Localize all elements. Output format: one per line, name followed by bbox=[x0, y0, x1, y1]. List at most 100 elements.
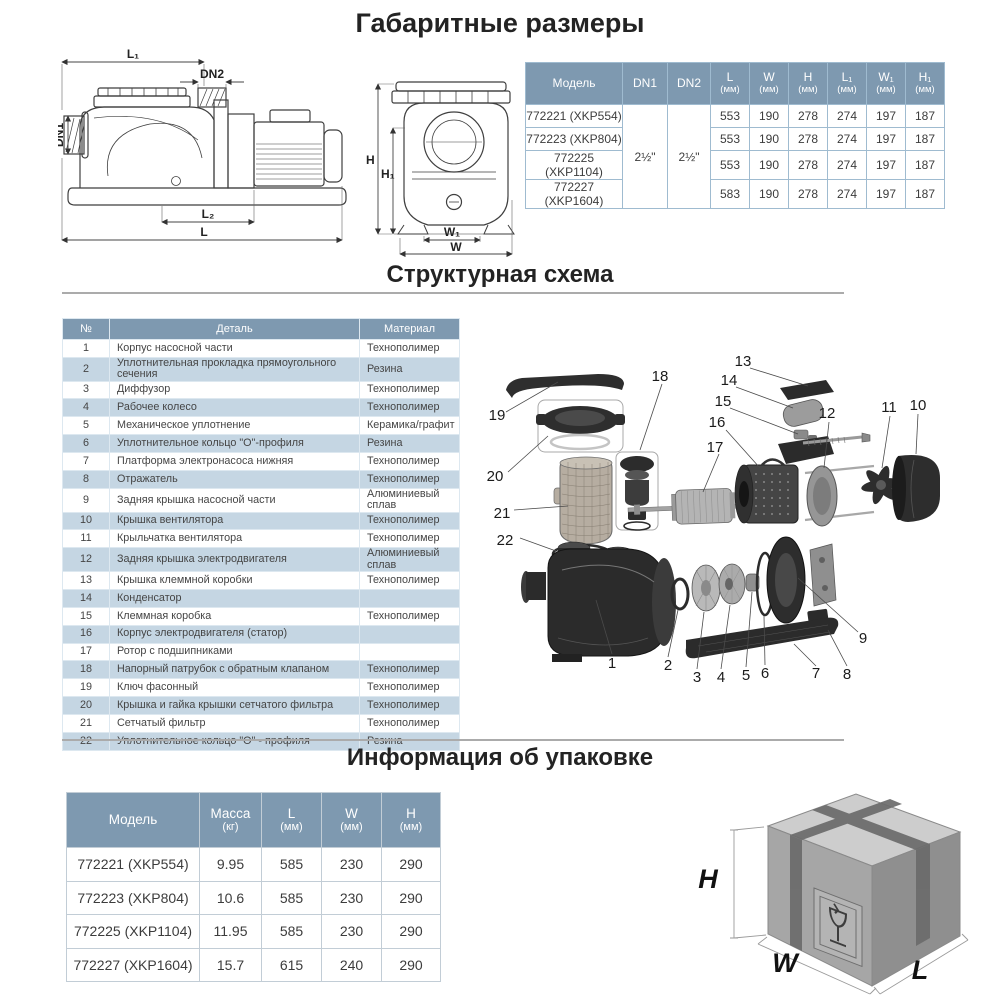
cell-l: 553 bbox=[710, 104, 750, 128]
cell-name: Сетчатый фильтр bbox=[109, 714, 360, 733]
cell-model: 772227 (XKP1604) bbox=[66, 947, 200, 982]
callout-11: 11 bbox=[881, 399, 897, 416]
cell-name: Корпус насосной части bbox=[109, 339, 360, 358]
cell-name: Крышка клеммной коробки bbox=[109, 570, 360, 590]
base-platform-part bbox=[685, 608, 839, 659]
capacitor-part bbox=[782, 399, 824, 427]
cell-material: Алюминиевый сплав bbox=[359, 547, 460, 572]
section-title-dimensions: Габаритные размеры bbox=[355, 8, 645, 38]
column-header-l1: L₁ (мм) bbox=[827, 62, 867, 105]
fan-cover-part bbox=[892, 454, 940, 522]
cell-h: 278 bbox=[788, 150, 828, 180]
check-valve-part bbox=[615, 451, 659, 531]
pump-side-outline bbox=[63, 87, 347, 206]
cell-w: 190 bbox=[749, 150, 789, 180]
cell-l: 583 bbox=[710, 179, 750, 209]
callout-22: 22 bbox=[497, 532, 514, 549]
table-row: 19 Ключ фасонный Технополимер bbox=[62, 678, 460, 698]
pump-housing-part bbox=[521, 541, 676, 662]
cell-num: 17 bbox=[62, 642, 110, 662]
cell-num: 10 bbox=[62, 511, 110, 531]
cell-model: 772221 (XKP554) bbox=[66, 847, 200, 882]
dim-label-dn2: DN2 bbox=[200, 67, 224, 81]
box-dim-h: H bbox=[698, 864, 718, 894]
cell-mass: 11.95 bbox=[199, 914, 262, 949]
cell-num: 5 bbox=[62, 416, 110, 436]
packaging-box-drawing: H W L bbox=[698, 793, 969, 995]
table-row: 21 Сетчатый фильтр Технополимер bbox=[62, 714, 460, 733]
callout-5: 5 bbox=[742, 667, 750, 684]
cell-l1: 274 bbox=[827, 150, 867, 180]
cell-name: Крыльчатка вентилятора bbox=[109, 529, 360, 549]
cell-material: Технополимер bbox=[359, 606, 460, 626]
table-row: 14 Конденсатор bbox=[62, 588, 460, 608]
cell-material: Технополимер bbox=[359, 714, 460, 733]
cell-h1: 187 bbox=[905, 127, 945, 151]
strainer-basket-part bbox=[553, 456, 613, 545]
callout-16: 16 bbox=[709, 414, 726, 431]
table-row: 17 Ротор с подшипниками bbox=[62, 642, 460, 662]
callout-12: 12 bbox=[819, 405, 836, 422]
cell-l: 553 bbox=[710, 127, 750, 151]
cell-num: 6 bbox=[62, 434, 110, 454]
cell-name: Задняя крышка электродвигателя bbox=[109, 547, 360, 572]
cell-l1: 274 bbox=[827, 104, 867, 128]
header-row: Модель DN1 DN2 L (мм) W (мм) H (мм) L₁ (мм) … bbox=[525, 62, 945, 105]
box-dim-w: W bbox=[772, 948, 800, 978]
dim-label-h: H bbox=[366, 153, 375, 167]
cell-model: 772227 (XKP1604) bbox=[525, 179, 623, 209]
divider-line bbox=[62, 739, 844, 741]
terminal-cover-part bbox=[780, 380, 834, 400]
front-dimension-lines bbox=[374, 83, 513, 258]
cell-material: Технополимер bbox=[359, 452, 460, 471]
callout-20: 20 bbox=[487, 468, 504, 485]
callout-10: 10 bbox=[910, 397, 927, 414]
table-row: 11 Крыльчатка вентилятора Технополимер bbox=[62, 529, 460, 549]
callout-1: 1 bbox=[608, 655, 616, 672]
cell-model: 772223 (XKP804) bbox=[66, 880, 200, 915]
pump-exploded-diagram: 1 2 3 4 5 6 7 8 9 10 11 12 13 14 15 16 1… bbox=[487, 353, 940, 686]
diffuser-part bbox=[691, 564, 721, 612]
cell-name: Корпус электродвигателя (статор) bbox=[109, 624, 360, 644]
table-row: 772227 (XKP1604) 15.7 615 240 290 bbox=[66, 947, 441, 982]
packaging-table: Модель Масса (кг) L (мм) W (мм) H (мм) 77222… bbox=[66, 792, 441, 982]
cell-material: Технополимер bbox=[359, 339, 460, 358]
cell-l: 553 bbox=[710, 150, 750, 180]
motor-rear-cover-part bbox=[802, 432, 875, 527]
table-row: 2 Уплотнительная прокладка прямоугольного… bbox=[62, 356, 460, 382]
cell-h1: 187 bbox=[905, 104, 945, 128]
column-header-l: L (мм) bbox=[261, 792, 322, 848]
table-row: 13 Крышка клеммной коробки Технополимер bbox=[62, 570, 460, 590]
cell-num: 19 bbox=[62, 678, 110, 698]
side-extension-lines bbox=[61, 64, 343, 240]
column-header-w1: W₁ (мм) bbox=[866, 62, 906, 105]
cell-material: Алюминиевый сплав bbox=[359, 487, 460, 513]
cell-w: 190 bbox=[749, 104, 789, 128]
cell-model: 772221 (XKP554) bbox=[525, 104, 623, 128]
support-bracket-part bbox=[809, 543, 837, 607]
impeller-part bbox=[718, 563, 746, 605]
table-row: 772223 (XKP804) 10.6 585 230 290 bbox=[66, 880, 441, 915]
cell-mass: 10.6 bbox=[199, 880, 262, 915]
cell-w: 190 bbox=[749, 127, 789, 151]
cell-name: Ключ фасонный bbox=[109, 678, 360, 698]
callout-9: 9 bbox=[859, 630, 867, 647]
cell-l: 585 bbox=[261, 914, 322, 949]
table-row: 4 Рабочее колесо Технополимер bbox=[62, 398, 460, 418]
dimensions-table: Модель DN1 DN2 L (мм) W (мм) H (мм) L₁ (мм) … bbox=[525, 62, 945, 209]
cell-l: 615 bbox=[261, 947, 322, 982]
cell-h: 290 bbox=[381, 947, 441, 982]
table-row: 5 Механическое уплотнение Керамика/графит bbox=[62, 416, 460, 436]
callout-14: 14 bbox=[721, 372, 738, 389]
callout-19: 19 bbox=[489, 407, 506, 424]
filter-lid-part bbox=[536, 399, 625, 453]
dim-label-l2: L₂ bbox=[202, 207, 215, 221]
cell-num: 1 bbox=[62, 339, 110, 358]
cell-h: 290 bbox=[381, 880, 441, 915]
cell-name: Крышка вентилятора bbox=[109, 511, 360, 531]
cell-l: 585 bbox=[261, 880, 322, 915]
cell-w: 240 bbox=[321, 947, 382, 982]
callout-13: 13 bbox=[735, 353, 752, 370]
cell-w: 190 bbox=[749, 179, 789, 209]
cell-w1: 197 bbox=[866, 104, 906, 128]
